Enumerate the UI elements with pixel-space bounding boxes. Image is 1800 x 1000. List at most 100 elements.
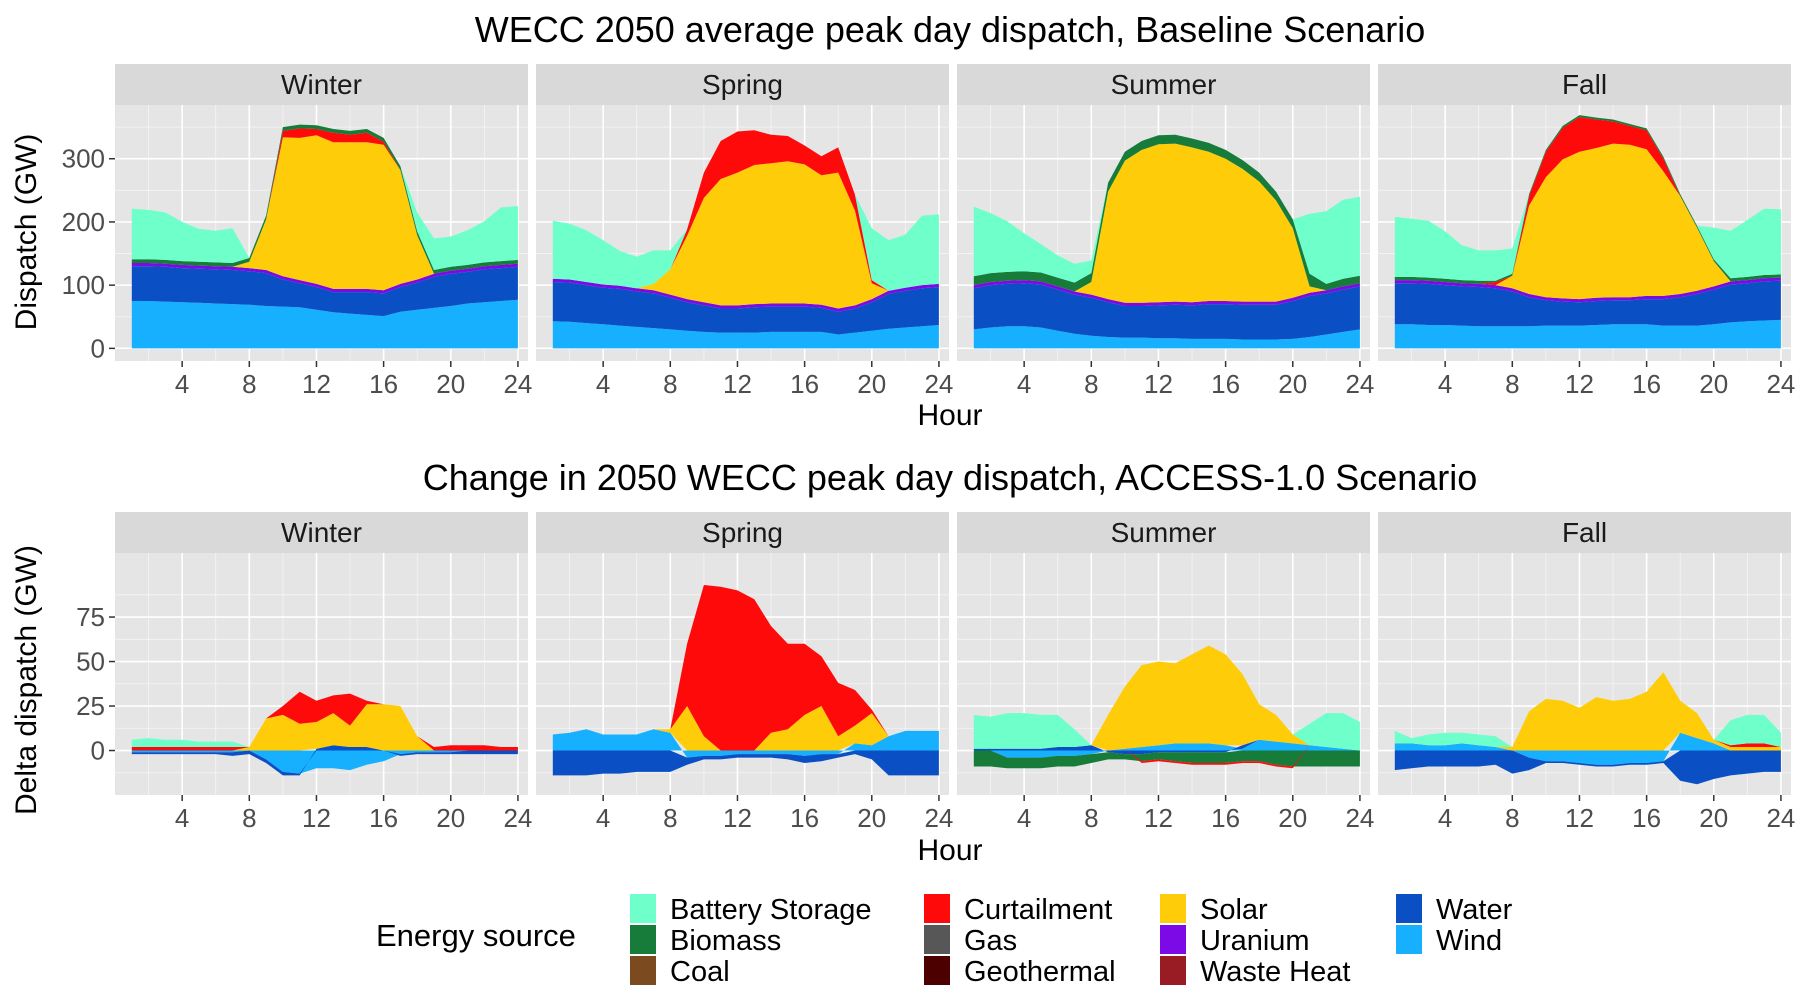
area-wind bbox=[552, 321, 939, 349]
facet-label: Summer bbox=[1111, 517, 1217, 548]
area-solar bbox=[552, 161, 939, 309]
stacked-areas bbox=[973, 134, 1360, 349]
x-tick-label: 12 bbox=[1565, 803, 1594, 833]
x-tick-label: 4 bbox=[1017, 369, 1031, 399]
facet-label: Summer bbox=[1111, 69, 1217, 100]
area-water bbox=[131, 266, 518, 317]
legend-swatch bbox=[924, 894, 950, 923]
area-wind bbox=[131, 299, 518, 349]
facet-strip bbox=[536, 512, 949, 553]
stacked-areas bbox=[1394, 672, 1781, 785]
stacked-areas bbox=[131, 691, 518, 776]
x-tick-label: 16 bbox=[1632, 803, 1661, 833]
facet-label: Winter bbox=[281, 69, 362, 100]
area-battery-storage bbox=[973, 134, 1360, 284]
x-tick-label: 8 bbox=[663, 803, 677, 833]
area-battery-storage bbox=[552, 130, 939, 291]
facet-label: Fall bbox=[1562, 69, 1607, 100]
area-battery-storage bbox=[131, 691, 518, 747]
legend-swatch bbox=[630, 956, 656, 985]
legend-label: Biomass bbox=[670, 925, 781, 957]
legend-title: Energy source bbox=[376, 918, 576, 953]
legend-swatch bbox=[630, 894, 656, 923]
legend-item-uranium: Uranium bbox=[1160, 925, 1310, 957]
legend-label: Water bbox=[1436, 894, 1513, 926]
area-water bbox=[1394, 750, 1781, 785]
x-tick-label: 8 bbox=[663, 369, 677, 399]
x-tick-label: 4 bbox=[596, 369, 610, 399]
area-uranium bbox=[1394, 277, 1781, 303]
stacked-areas bbox=[552, 585, 939, 776]
panel-baseline-summer: Summer 4 8 12 16 20 24 bbox=[957, 64, 1374, 399]
legend-label: Battery Storage bbox=[670, 894, 872, 926]
x-tick-label: 16 bbox=[1211, 803, 1240, 833]
legend-swatch bbox=[1160, 925, 1186, 954]
panel-delta-winter: Winter 4 8 12 16 20 24 0 25 50 75 bbox=[76, 512, 532, 833]
x-tick-label: 12 bbox=[1144, 369, 1173, 399]
bottom-y-axis-title: Delta dispatch (GW) bbox=[10, 545, 43, 815]
area-solar bbox=[973, 645, 1360, 751]
x-tick-label: 16 bbox=[790, 369, 819, 399]
legend-item-geothermal: Geothermal bbox=[924, 956, 1116, 988]
x-tick-label: 20 bbox=[857, 369, 886, 399]
y-tick-label: 0 bbox=[91, 333, 105, 363]
x-tick-label: 24 bbox=[1766, 369, 1795, 399]
x-tick-label: 24 bbox=[503, 369, 532, 399]
stacked-areas bbox=[552, 130, 939, 349]
area-battery-storage bbox=[131, 124, 518, 270]
facet-label: Winter bbox=[281, 517, 362, 548]
y-tick-label: 0 bbox=[91, 736, 105, 766]
bottom-x-axis-title: Hour bbox=[917, 834, 982, 867]
area-water bbox=[552, 750, 939, 776]
area-solar bbox=[552, 706, 939, 751]
legend-item-waste-heat: Waste Heat bbox=[1160, 956, 1350, 988]
legend-item-gas: Gas bbox=[924, 925, 1017, 957]
x-tick-label: 24 bbox=[503, 803, 532, 833]
y-tick-label: 50 bbox=[76, 647, 105, 677]
area-water bbox=[131, 745, 518, 776]
x-tick-label: 24 bbox=[1766, 803, 1795, 833]
legend-label: Coal bbox=[670, 956, 730, 988]
legend-swatch bbox=[924, 925, 950, 954]
area-curtailment bbox=[552, 585, 939, 751]
legend-item-curtailment: Curtailment bbox=[924, 894, 1112, 926]
facet-label: Spring bbox=[702, 517, 783, 548]
area-curtailment bbox=[131, 691, 518, 751]
area-biomass bbox=[973, 134, 1360, 292]
x-tick-label: 24 bbox=[1345, 369, 1374, 399]
area-curtailment bbox=[552, 130, 939, 291]
top-x-axis-title: Hour bbox=[917, 399, 982, 432]
area-water bbox=[552, 282, 939, 335]
legend-label: Uranium bbox=[1200, 925, 1310, 957]
legend-swatch bbox=[1396, 894, 1422, 923]
x-tick-label: 16 bbox=[790, 803, 819, 833]
x-tick-label: 20 bbox=[1278, 369, 1307, 399]
legend-label: Geothermal bbox=[964, 956, 1116, 988]
x-tick-label: 4 bbox=[175, 369, 189, 399]
area-solar bbox=[1394, 143, 1781, 300]
legend-label: Wind bbox=[1436, 925, 1502, 957]
area-wind bbox=[131, 750, 518, 774]
stacked-areas bbox=[973, 645, 1360, 769]
x-tick-label: 4 bbox=[175, 803, 189, 833]
stacked-areas bbox=[1394, 115, 1781, 349]
x-tick-label: 20 bbox=[1699, 369, 1728, 399]
x-tick-label: 8 bbox=[1084, 803, 1098, 833]
panel-delta-spring: Spring 4 8 12 16 20 24 bbox=[536, 512, 953, 833]
legend-label: Solar bbox=[1200, 894, 1268, 926]
bottom-chart-title: Change in 2050 WECC peak day dispatch, A… bbox=[423, 457, 1478, 498]
x-tick-label: 20 bbox=[1278, 803, 1307, 833]
x-tick-label: 20 bbox=[1699, 803, 1728, 833]
area-water bbox=[1394, 280, 1781, 327]
x-tick-label: 8 bbox=[1505, 369, 1519, 399]
stacked-areas bbox=[131, 124, 518, 349]
x-tick-label: 4 bbox=[1017, 803, 1031, 833]
y-tick-label: 100 bbox=[62, 270, 105, 300]
x-tick-label: 24 bbox=[924, 369, 953, 399]
area-wind bbox=[1394, 319, 1781, 349]
legend-item-solar: Solar bbox=[1160, 894, 1268, 926]
x-tick-label: 12 bbox=[1565, 369, 1594, 399]
x-tick-label: 12 bbox=[1144, 803, 1173, 833]
area-biomass bbox=[973, 750, 1360, 769]
